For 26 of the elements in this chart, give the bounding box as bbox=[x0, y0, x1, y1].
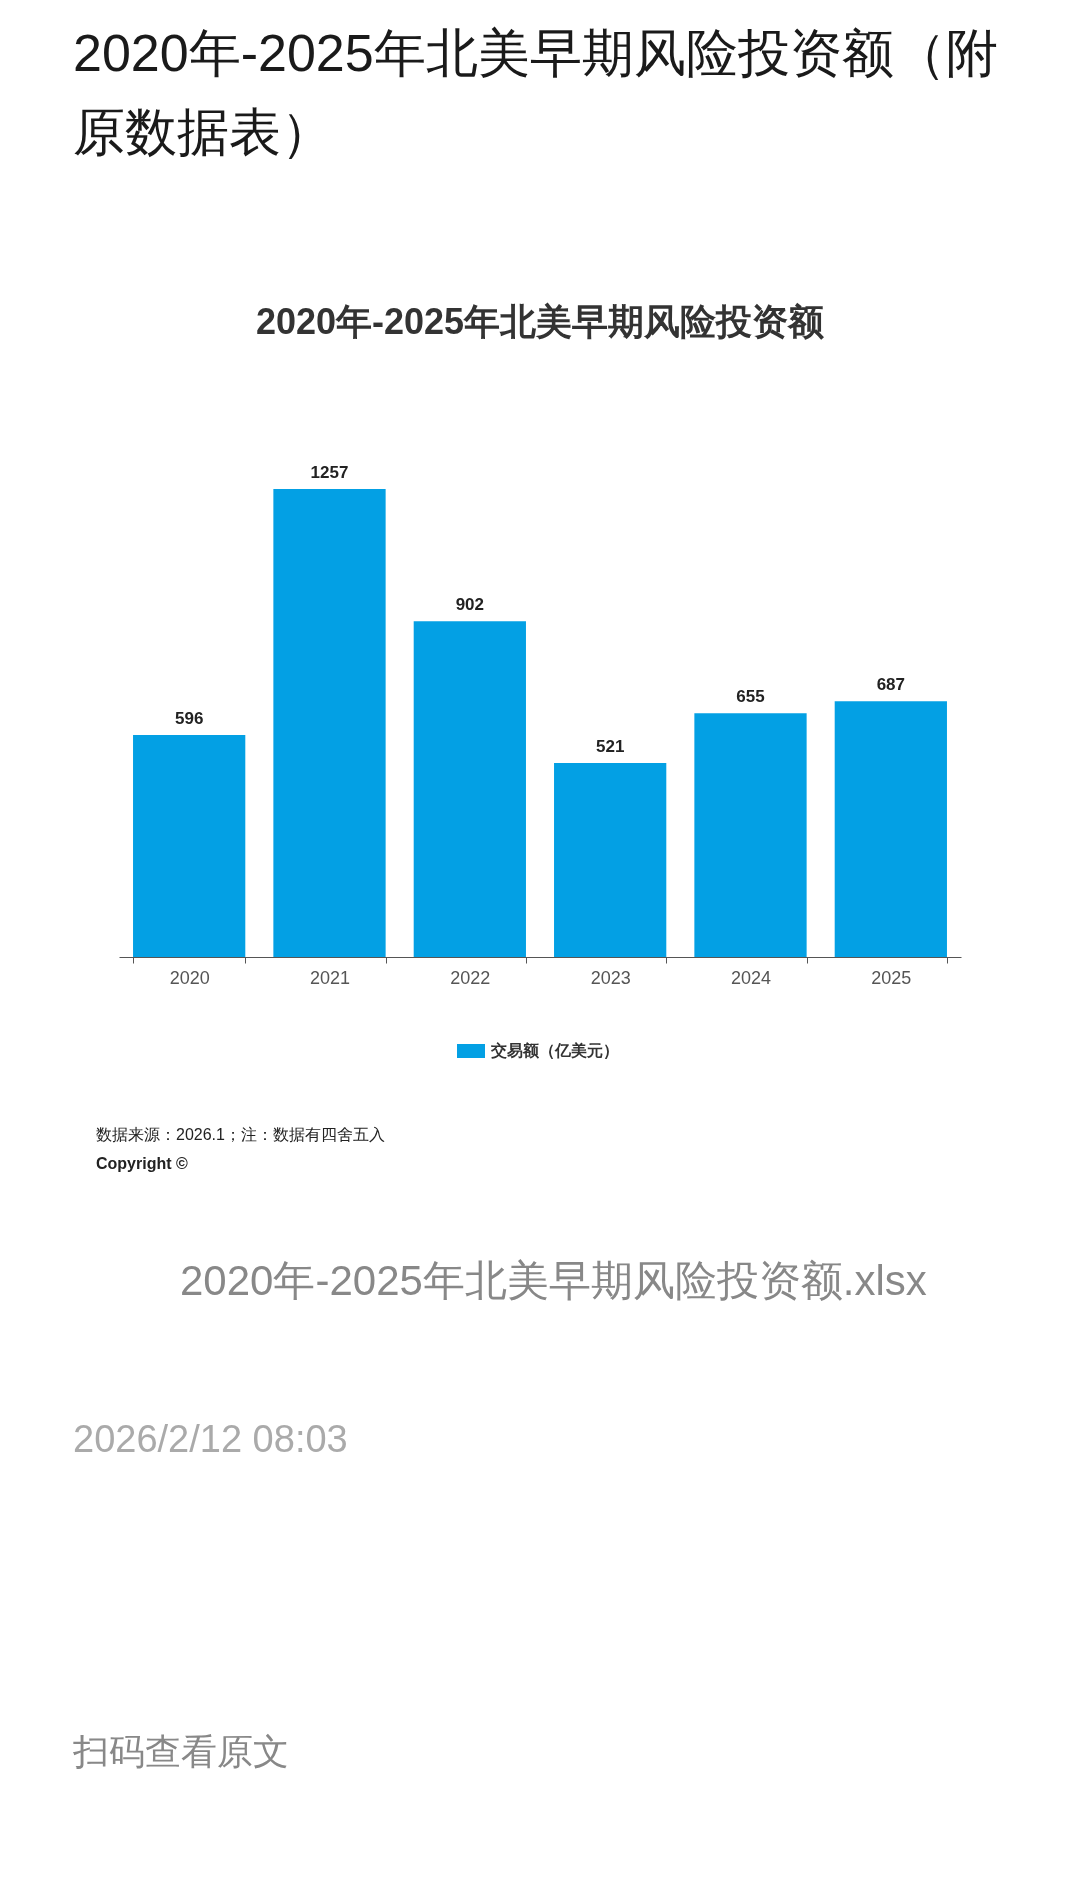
bar bbox=[834, 701, 947, 957]
x-tick-label: 2025 bbox=[871, 967, 912, 988]
bar bbox=[554, 763, 667, 957]
text: 扫码查看原文 bbox=[72, 1731, 289, 1772]
data-label: 1257 bbox=[310, 463, 349, 482]
x-tick-label: 2022 bbox=[450, 967, 491, 988]
text: Copyright © bbox=[96, 1155, 188, 1172]
data-label: 655 bbox=[736, 687, 765, 707]
chart-title: 2020年-2025年北美早期风险投资额（附原数据表） bbox=[73, 24, 998, 161]
text: 2026/2/12 08:03 bbox=[73, 1418, 348, 1460]
data-label: 596 bbox=[174, 709, 204, 729]
x-tick-label: 2023 bbox=[590, 967, 631, 988]
data-label: 687 bbox=[876, 675, 906, 695]
chart-subtitle: 2020年-2025年北美早期风险投资额 bbox=[255, 301, 825, 342]
source-note: 数据来源：2026.1；注：数据有四舍五入 bbox=[96, 1126, 385, 1143]
bar bbox=[694, 713, 807, 957]
text: 2020年-2025年北美早期风险投资额.xlsx bbox=[180, 1257, 927, 1304]
bar bbox=[273, 489, 386, 957]
x-tick-label: 2020 bbox=[169, 967, 210, 988]
bar bbox=[133, 735, 246, 957]
data-label: 902 bbox=[455, 595, 485, 615]
x-tick-label: 2024 bbox=[730, 967, 772, 988]
bar bbox=[413, 621, 526, 957]
legend-label: 交易额（亿美元） bbox=[490, 1041, 619, 1060]
x-tick-label: 2021 bbox=[309, 967, 351, 988]
data-label: 521 bbox=[595, 737, 625, 757]
